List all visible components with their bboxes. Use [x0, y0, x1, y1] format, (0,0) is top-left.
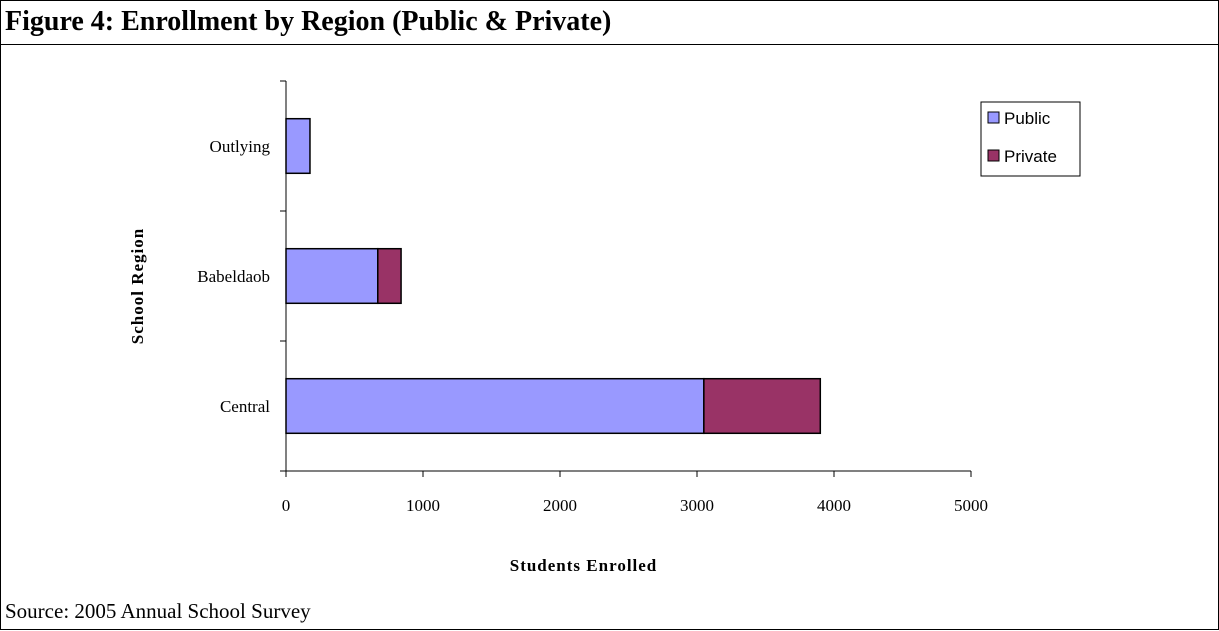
legend-label-private: Private [1004, 147, 1057, 166]
x-tick-label: 1000 [406, 496, 440, 515]
x-tick-label: 2000 [543, 496, 577, 515]
y-category-label: Central [220, 397, 270, 416]
figure-title: Figure 4: Enrollment by Region (Public &… [1, 1, 1218, 45]
bar-public-outlying [285, 117, 311, 175]
legend-label-public: Public [1004, 109, 1051, 128]
legend-swatch-private [987, 149, 1000, 162]
source-note: Source: 2005 Annual School Survey [5, 599, 311, 623]
y-axis-title: School Region [128, 228, 147, 344]
x-tick-label: 0 [282, 496, 291, 515]
x-axis-title: Students Enrolled [510, 556, 658, 575]
y-category-label: Outlying [210, 137, 271, 156]
legend-swatch-public [987, 111, 1000, 124]
bar-public-babeldaob [285, 247, 379, 305]
bar-private-babeldaob [377, 247, 402, 305]
y-category-label: Babeldaob [197, 267, 270, 286]
bar-private-central [703, 377, 822, 435]
x-tick-label: 4000 [817, 496, 851, 515]
bar-public-central [285, 377, 705, 435]
x-tick-label: 5000 [954, 496, 988, 515]
x-tick-label: 3000 [680, 496, 714, 515]
